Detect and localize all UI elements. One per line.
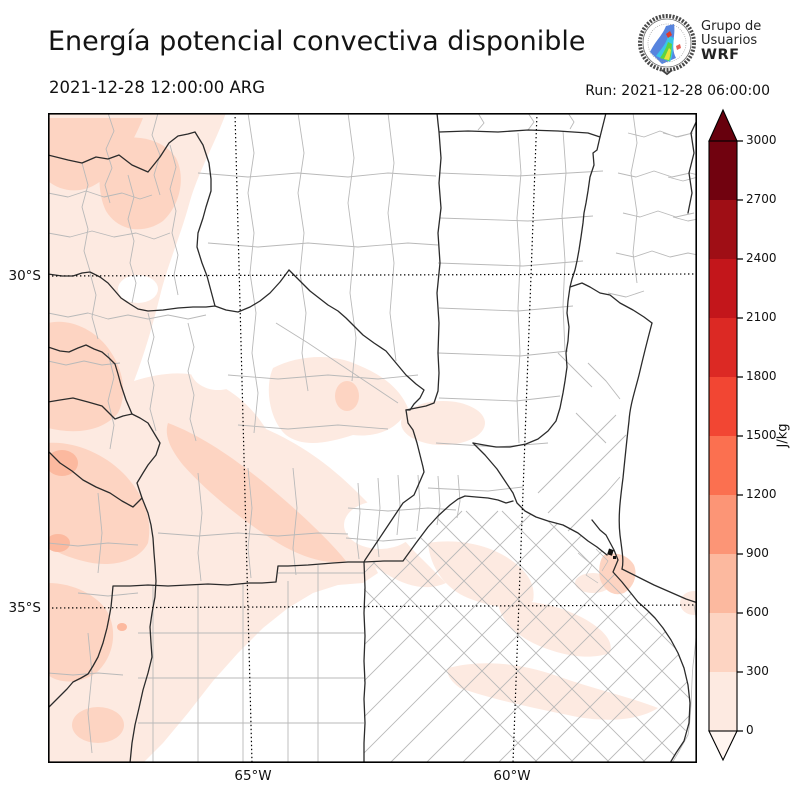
colorbar-scale	[708, 108, 743, 762]
cape-shading	[48, 113, 697, 763]
colorbar-seg-300-600	[709, 613, 737, 672]
colorbar-seg-600-900	[709, 554, 737, 613]
cape-map	[48, 113, 697, 763]
cb-label-3000: 3000	[746, 133, 777, 147]
wrf-logo-icon	[638, 14, 696, 76]
cb-label-2100: 2100	[746, 310, 777, 324]
colorbar-seg-1500-1800	[709, 377, 737, 436]
colorbar-under-arrow	[708, 730, 738, 762]
gridline-35s	[48, 604, 697, 609]
cb-label-300: 300	[746, 664, 769, 678]
run-time-label: Run: 2021-12-28 06:00:00	[585, 83, 770, 99]
cb-label-2400: 2400	[746, 251, 777, 265]
graticule	[48, 113, 697, 763]
colorbar-seg-2700-3000	[709, 141, 737, 200]
cb-label-900: 900	[746, 546, 769, 560]
logo-line-2: Usuarios	[701, 33, 758, 49]
colorbar-seg-1800-2100	[709, 318, 737, 377]
map-panel	[48, 113, 697, 763]
colorbar-seg-2400-2700	[709, 200, 737, 259]
gridline-30s	[48, 273, 697, 277]
lat-tick-35s: 35°S	[8, 600, 42, 616]
colorbar-tick-marks	[737, 140, 743, 732]
cb-label-1200: 1200	[746, 487, 777, 501]
colorbar-unit-label: J/kg	[775, 423, 791, 448]
lon-tick-65w: 65°W	[234, 768, 272, 784]
colorbar-seg-900-1200	[709, 495, 737, 554]
cb-label-2700: 2700	[746, 192, 777, 206]
colorbar-seg-1200-1500	[709, 436, 737, 495]
logo-line-3: WRF	[701, 47, 740, 64]
gridline-65w	[234, 113, 253, 763]
page-title: Energía potencial convectiva disponible	[48, 26, 586, 57]
colorbar: 3000 2700 2400 2100 1800 1500 1200 900 6…	[705, 108, 800, 768]
cb-label-600: 600	[746, 605, 769, 619]
colorbar-seg-2100-2400	[709, 259, 737, 318]
cb-label-1800: 1800	[746, 369, 777, 383]
colorbar-seg-0-300	[709, 672, 737, 731]
logo-line-1: Grupo de	[701, 19, 762, 34]
valid-time-label: 2021-12-28 12:00:00 ARG	[49, 78, 266, 97]
city-marker	[607, 548, 616, 559]
cb-label-0: 0	[746, 723, 754, 737]
lon-tick-60w: 60°W	[493, 768, 531, 784]
colorbar-over-arrow	[708, 108, 738, 142]
map-border	[48, 113, 697, 763]
lat-tick-30s: 30°S	[8, 268, 42, 284]
province-boundaries	[48, 113, 697, 763]
logo-text: Grupo de Usuarios WRF	[701, 19, 762, 64]
cb-label-1500: 1500	[746, 428, 777, 442]
gridline-60w	[512, 113, 538, 763]
